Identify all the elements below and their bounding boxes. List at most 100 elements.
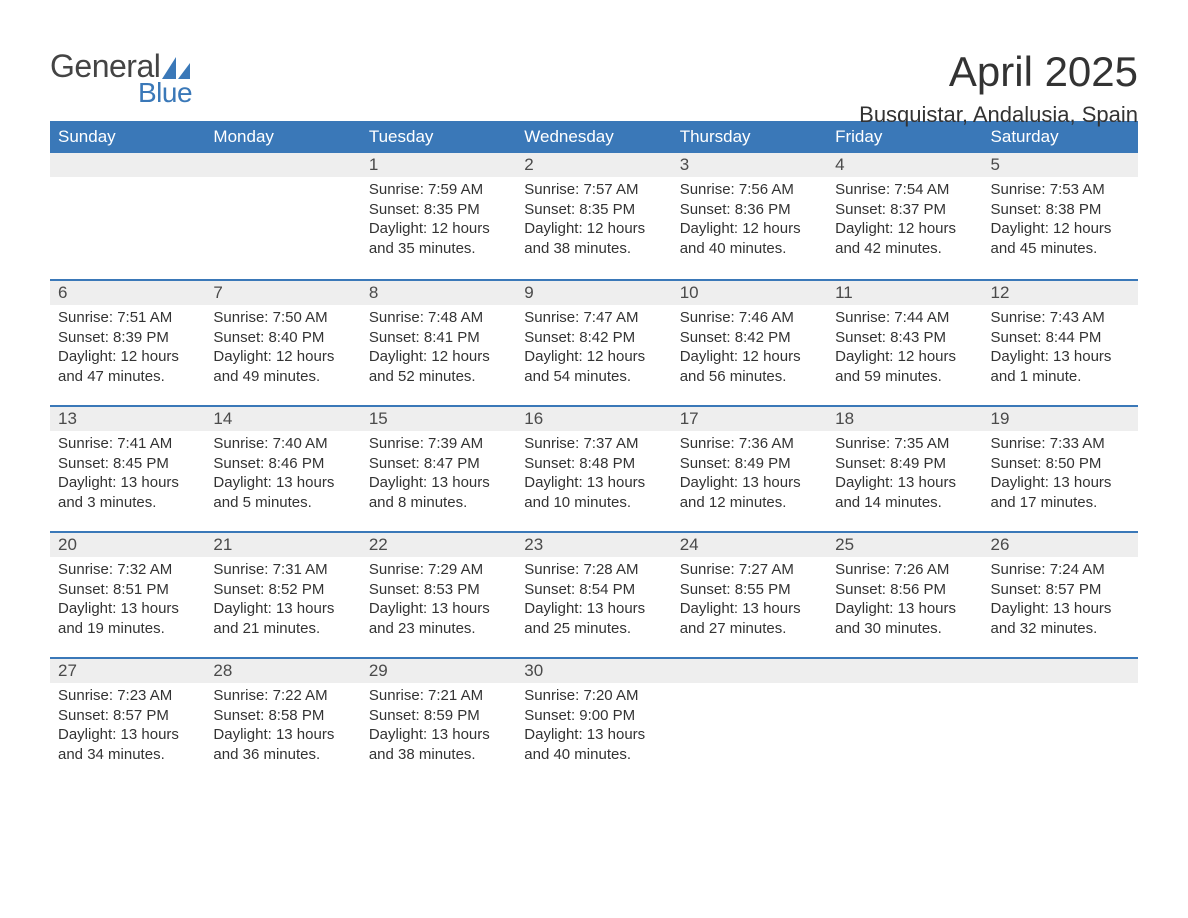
day-number-bar xyxy=(672,657,827,683)
calendar-cell: 1Sunrise: 7:59 AMSunset: 8:35 PMDaylight… xyxy=(361,153,516,279)
calendar-cell xyxy=(672,657,827,783)
sunrise-line: Sunrise: 7:57 AM xyxy=(524,180,663,200)
sunrise-line: Sunrise: 7:36 AM xyxy=(680,434,819,454)
daylight-line: Daylight: 12 hours and 40 minutes. xyxy=(680,219,819,258)
calendar-cell: 2Sunrise: 7:57 AMSunset: 8:35 PMDaylight… xyxy=(516,153,671,279)
daylight-line: Daylight: 13 hours and 25 minutes. xyxy=(524,599,663,638)
header: General Blue April 2025 Busquistar, Anda… xyxy=(50,48,1138,109)
day-details: Sunrise: 7:37 AMSunset: 8:48 PMDaylight:… xyxy=(516,431,671,520)
day-number: 9 xyxy=(516,279,671,305)
sunset-line: Sunset: 8:48 PM xyxy=(524,454,663,474)
daylight-line: Daylight: 13 hours and 17 minutes. xyxy=(991,473,1130,512)
day-details: Sunrise: 7:48 AMSunset: 8:41 PMDaylight:… xyxy=(361,305,516,394)
day-details: Sunrise: 7:23 AMSunset: 8:57 PMDaylight:… xyxy=(50,683,205,772)
page-title: April 2025 xyxy=(859,48,1138,96)
sunset-line: Sunset: 8:45 PM xyxy=(58,454,197,474)
calendar-cell: 7Sunrise: 7:50 AMSunset: 8:40 PMDaylight… xyxy=(205,279,360,405)
day-number: 7 xyxy=(205,279,360,305)
calendar-cell: 27Sunrise: 7:23 AMSunset: 8:57 PMDayligh… xyxy=(50,657,205,783)
sunset-line: Sunset: 8:49 PM xyxy=(835,454,974,474)
sunrise-line: Sunrise: 7:48 AM xyxy=(369,308,508,328)
sunrise-line: Sunrise: 7:39 AM xyxy=(369,434,508,454)
sunset-line: Sunset: 8:53 PM xyxy=(369,580,508,600)
day-number: 18 xyxy=(827,405,982,431)
day-number: 10 xyxy=(672,279,827,305)
calendar-cell: 15Sunrise: 7:39 AMSunset: 8:47 PMDayligh… xyxy=(361,405,516,531)
sunrise-line: Sunrise: 7:28 AM xyxy=(524,560,663,580)
sunrise-line: Sunrise: 7:37 AM xyxy=(524,434,663,454)
sunrise-line: Sunrise: 7:31 AM xyxy=(213,560,352,580)
calendar-week: 6Sunrise: 7:51 AMSunset: 8:39 PMDaylight… xyxy=(50,279,1138,405)
calendar-cell: 21Sunrise: 7:31 AMSunset: 8:52 PMDayligh… xyxy=(205,531,360,657)
calendar-cell: 26Sunrise: 7:24 AMSunset: 8:57 PMDayligh… xyxy=(983,531,1138,657)
daylight-line: Daylight: 13 hours and 23 minutes. xyxy=(369,599,508,638)
calendar-cell: 14Sunrise: 7:40 AMSunset: 8:46 PMDayligh… xyxy=(205,405,360,531)
sunset-line: Sunset: 8:42 PM xyxy=(680,328,819,348)
day-header: Tuesday xyxy=(361,121,516,153)
sunrise-line: Sunrise: 7:22 AM xyxy=(213,686,352,706)
sunset-line: Sunset: 8:57 PM xyxy=(991,580,1130,600)
day-details: Sunrise: 7:29 AMSunset: 8:53 PMDaylight:… xyxy=(361,557,516,646)
day-number: 22 xyxy=(361,531,516,557)
sunrise-line: Sunrise: 7:40 AM xyxy=(213,434,352,454)
sunset-line: Sunset: 8:41 PM xyxy=(369,328,508,348)
calendar-cell: 18Sunrise: 7:35 AMSunset: 8:49 PMDayligh… xyxy=(827,405,982,531)
daylight-line: Daylight: 13 hours and 10 minutes. xyxy=(524,473,663,512)
sunset-line: Sunset: 8:42 PM xyxy=(524,328,663,348)
day-number: 27 xyxy=(50,657,205,683)
day-number: 13 xyxy=(50,405,205,431)
daylight-line: Daylight: 12 hours and 49 minutes. xyxy=(213,347,352,386)
daylight-line: Daylight: 13 hours and 21 minutes. xyxy=(213,599,352,638)
day-details: Sunrise: 7:28 AMSunset: 8:54 PMDaylight:… xyxy=(516,557,671,646)
daylight-line: Daylight: 12 hours and 45 minutes. xyxy=(991,219,1130,258)
day-details: Sunrise: 7:54 AMSunset: 8:37 PMDaylight:… xyxy=(827,177,982,266)
sunset-line: Sunset: 8:50 PM xyxy=(991,454,1130,474)
logo-sail-icon xyxy=(162,57,190,79)
daylight-line: Daylight: 13 hours and 32 minutes. xyxy=(991,599,1130,638)
day-header: Sunday xyxy=(50,121,205,153)
day-number-bar xyxy=(983,657,1138,683)
day-details: Sunrise: 7:41 AMSunset: 8:45 PMDaylight:… xyxy=(50,431,205,520)
daylight-line: Daylight: 12 hours and 54 minutes. xyxy=(524,347,663,386)
calendar-cell xyxy=(827,657,982,783)
calendar-cell: 8Sunrise: 7:48 AMSunset: 8:41 PMDaylight… xyxy=(361,279,516,405)
day-number: 1 xyxy=(361,153,516,177)
day-number: 5 xyxy=(983,153,1138,177)
calendar-cell: 9Sunrise: 7:47 AMSunset: 8:42 PMDaylight… xyxy=(516,279,671,405)
day-number: 8 xyxy=(361,279,516,305)
sunrise-line: Sunrise: 7:33 AM xyxy=(991,434,1130,454)
day-details: Sunrise: 7:56 AMSunset: 8:36 PMDaylight:… xyxy=(672,177,827,266)
day-number: 28 xyxy=(205,657,360,683)
calendar-cell: 30Sunrise: 7:20 AMSunset: 9:00 PMDayligh… xyxy=(516,657,671,783)
sunset-line: Sunset: 9:00 PM xyxy=(524,706,663,726)
sunset-line: Sunset: 8:44 PM xyxy=(991,328,1130,348)
daylight-line: Daylight: 13 hours and 34 minutes. xyxy=(58,725,197,764)
sunset-line: Sunset: 8:38 PM xyxy=(991,200,1130,220)
calendar-cell: 17Sunrise: 7:36 AMSunset: 8:49 PMDayligh… xyxy=(672,405,827,531)
sunrise-line: Sunrise: 7:50 AM xyxy=(213,308,352,328)
day-number: 12 xyxy=(983,279,1138,305)
day-details: Sunrise: 7:27 AMSunset: 8:55 PMDaylight:… xyxy=(672,557,827,646)
day-number: 20 xyxy=(50,531,205,557)
daylight-line: Daylight: 12 hours and 52 minutes. xyxy=(369,347,508,386)
day-number: 2 xyxy=(516,153,671,177)
sunrise-line: Sunrise: 7:23 AM xyxy=(58,686,197,706)
day-details: Sunrise: 7:35 AMSunset: 8:49 PMDaylight:… xyxy=(827,431,982,520)
day-details: Sunrise: 7:40 AMSunset: 8:46 PMDaylight:… xyxy=(205,431,360,520)
day-details: Sunrise: 7:20 AMSunset: 9:00 PMDaylight:… xyxy=(516,683,671,772)
day-header: Thursday xyxy=(672,121,827,153)
sunset-line: Sunset: 8:56 PM xyxy=(835,580,974,600)
calendar-cell: 11Sunrise: 7:44 AMSunset: 8:43 PMDayligh… xyxy=(827,279,982,405)
calendar-cell: 10Sunrise: 7:46 AMSunset: 8:42 PMDayligh… xyxy=(672,279,827,405)
calendar-body: 1Sunrise: 7:59 AMSunset: 8:35 PMDaylight… xyxy=(50,153,1138,783)
day-number: 4 xyxy=(827,153,982,177)
sunrise-line: Sunrise: 7:41 AM xyxy=(58,434,197,454)
location: Busquistar, Andalusia, Spain xyxy=(859,102,1138,128)
calendar-cell: 5Sunrise: 7:53 AMSunset: 8:38 PMDaylight… xyxy=(983,153,1138,279)
day-number-bar xyxy=(205,153,360,177)
day-number: 17 xyxy=(672,405,827,431)
daylight-line: Daylight: 12 hours and 59 minutes. xyxy=(835,347,974,386)
daylight-line: Daylight: 13 hours and 40 minutes. xyxy=(524,725,663,764)
daylight-line: Daylight: 13 hours and 3 minutes. xyxy=(58,473,197,512)
daylight-line: Daylight: 12 hours and 35 minutes. xyxy=(369,219,508,258)
